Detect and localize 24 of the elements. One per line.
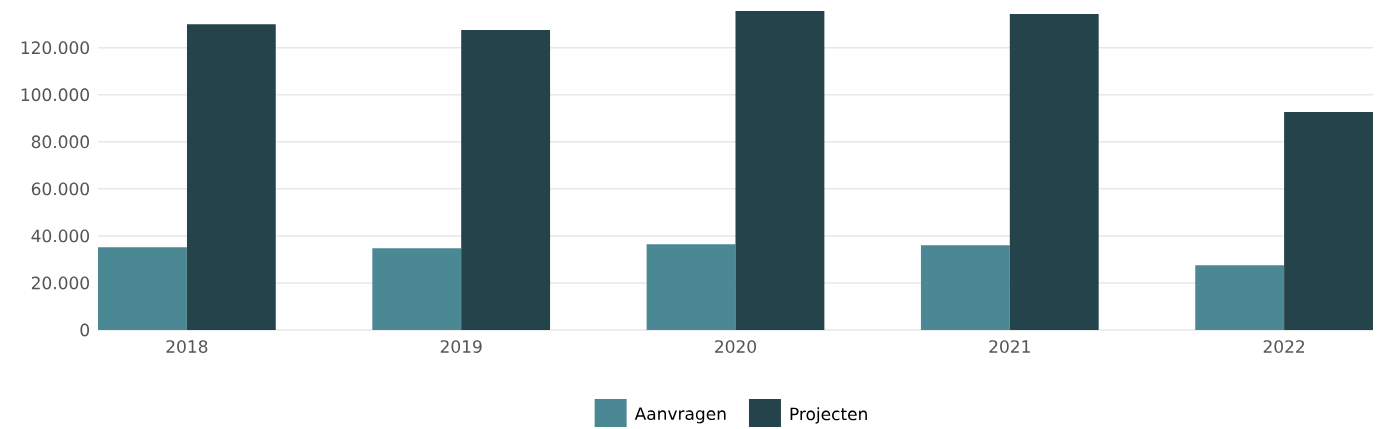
y-tick-label: 60.000 — [31, 182, 89, 196]
y-tick-label: 120.000 — [21, 41, 89, 55]
bar — [1195, 265, 1285, 331]
y-tick-label: 0 — [80, 323, 90, 337]
y-tick-label: 100.000 — [21, 88, 89, 102]
legend-label: Projecten — [790, 407, 867, 424]
x-tick-label: 2020 — [715, 340, 756, 354]
x-tick-label: 2022 — [1263, 340, 1305, 354]
x-tick-label: 2021 — [989, 340, 1030, 354]
y-tick-label: 40.000 — [31, 229, 89, 243]
y-tick-label: 20.000 — [31, 276, 89, 290]
y-tick-label: 80.000 — [31, 135, 89, 149]
bar — [920, 245, 1010, 331]
bar — [98, 247, 187, 331]
legend-label: Aanvragen — [634, 407, 726, 424]
bar — [1009, 14, 1099, 331]
x-tick-label: 2019 — [440, 340, 482, 354]
bar — [735, 11, 825, 331]
bar — [186, 24, 276, 331]
bar — [372, 248, 462, 331]
bar — [461, 30, 551, 331]
bar — [646, 244, 736, 331]
x-tick-label: 2018 — [166, 340, 208, 354]
bar — [1284, 111, 1373, 331]
